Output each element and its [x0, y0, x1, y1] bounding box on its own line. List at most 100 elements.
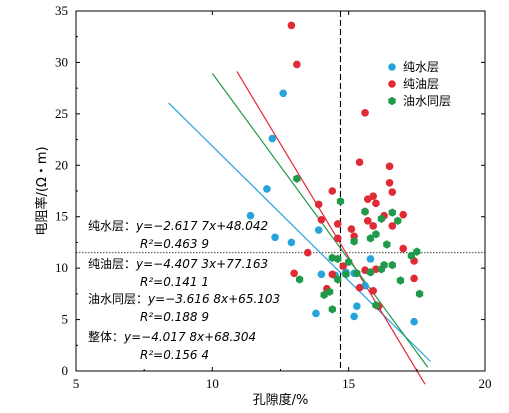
data-point-series-1	[279, 89, 288, 98]
r2-text-2: R²=0.141 1	[140, 275, 209, 289]
data-point-series-1	[410, 317, 418, 326]
data-point-series-2	[388, 188, 397, 196]
data-point-series-3	[383, 240, 391, 249]
legend-marker-1	[388, 63, 396, 71]
data-point-series-3	[336, 197, 345, 206]
data-point-series-2	[388, 222, 397, 230]
data-point-series-2	[372, 199, 380, 208]
data-point-series-2	[317, 216, 326, 224]
legend-marker-2	[388, 80, 396, 88]
data-point-series-1	[271, 233, 279, 242]
fit-line-2	[236, 71, 426, 385]
data-point-series-2	[410, 274, 418, 283]
fit-line-1	[168, 102, 431, 362]
data-point-series-2	[363, 195, 372, 204]
data-point-series-2	[333, 220, 342, 228]
data-point-series-2	[385, 178, 394, 187]
data-point-series-3	[394, 216, 402, 226]
data-point-series-3	[353, 269, 361, 278]
data-point-series-2	[328, 270, 337, 279]
data-point-series-1	[312, 309, 320, 318]
equation-text-1: 纯水层：y=−2.617 7x+48.042	[88, 219, 268, 233]
y-tick-label: 10	[55, 260, 68, 275]
data-point-series-3	[334, 275, 342, 284]
data-point-series-2	[350, 232, 358, 241]
data-point-series-3	[350, 237, 358, 246]
data-point-series-3	[372, 300, 380, 310]
legend-label-3: 油水同层	[403, 94, 451, 108]
data-point-series-3	[325, 287, 334, 296]
y-tick-label: 25	[55, 106, 68, 121]
data-point-series-2	[287, 21, 296, 30]
data-point-series-2	[347, 225, 356, 233]
data-point-series-3	[388, 208, 396, 217]
data-point-series-2	[363, 217, 372, 225]
data-point-series-2	[385, 162, 394, 171]
data-point-series-1	[246, 211, 255, 220]
y-tick-label: 15	[55, 209, 68, 224]
legend-label-1: 纯水层	[403, 60, 439, 74]
legend-label-2: 纯油层	[403, 77, 439, 91]
data-point-series-3	[415, 289, 424, 299]
x-axis-title: 孔隙度/%	[253, 392, 309, 408]
data-point-series-3	[328, 305, 336, 314]
equation-annotations: 纯水层：y=−2.617 7x+48.042 R²=0.463 9 纯油层：y=−4…	[88, 219, 280, 362]
data-point-series-2	[314, 200, 323, 209]
data-point-series-2	[333, 234, 342, 243]
data-point-series-1	[353, 302, 361, 311]
x-tick-label: 5	[73, 376, 80, 391]
equation-text-3: 油水同层：y=−3.616 8x+65.103	[88, 292, 280, 306]
r2-text-1: R²=0.463 9	[140, 237, 209, 251]
y-tick-label: 35	[55, 3, 68, 18]
data-point-series-2	[361, 109, 369, 117]
data-point-series-3	[342, 270, 350, 279]
data-point-series-2	[369, 286, 378, 295]
data-point-series-3	[345, 257, 353, 267]
y-tick-label: 0	[62, 363, 69, 378]
data-point-series-2	[355, 158, 364, 166]
data-point-series-2	[293, 60, 301, 69]
equation-text-2: 纯油层：y=−4.407 3x+77.163	[88, 257, 268, 271]
data-point-series-1	[317, 270, 326, 279]
data-point-series-3	[366, 234, 375, 243]
data-point-series-2	[399, 244, 408, 253]
data-point-series-1	[268, 134, 277, 143]
data-point-series-1	[366, 255, 375, 263]
data-point-series-2	[328, 187, 337, 195]
data-point-series-3	[366, 268, 375, 277]
r2-text-3: R²=0.188 9	[140, 310, 209, 324]
data-point-series-3	[396, 276, 405, 285]
data-point-series-3	[334, 254, 342, 264]
data-point-series-2	[399, 210, 408, 219]
y-tick-label: 20	[55, 157, 68, 172]
data-point-series-3	[377, 264, 386, 274]
reference-lines	[76, 11, 485, 371]
data-point-series-2	[339, 262, 348, 270]
data-point-series-2	[369, 222, 378, 230]
data-point-series-3	[377, 214, 386, 223]
y-axis-title: 电阻率/(Ω・m)	[34, 146, 50, 235]
x-tick-label: 10	[206, 376, 219, 391]
x-tick-label: 20	[479, 376, 492, 391]
data-point-series-1	[350, 312, 358, 321]
data-point-series-2	[290, 269, 298, 278]
data-point-series-3	[361, 207, 369, 216]
data-point-series-3	[407, 251, 416, 260]
data-point-series-2	[303, 248, 312, 257]
x-tick-label: 15	[342, 376, 355, 391]
equation-text-4: 整体：y=−4.017 8x+68.304	[88, 329, 256, 344]
data-point-series-3	[295, 275, 304, 284]
legend-marker-3	[388, 96, 396, 106]
r2-text-4: R²=0.156 4	[140, 348, 209, 362]
data-point-series-1	[287, 238, 296, 247]
data-point-series-2	[355, 283, 364, 292]
data-points	[246, 21, 424, 326]
data-point-series-1	[314, 226, 323, 234]
y-tick-label: 5	[62, 312, 69, 327]
data-point-series-3	[388, 260, 396, 270]
y-tick-label: 30	[55, 54, 68, 69]
data-point-series-3	[293, 174, 301, 183]
